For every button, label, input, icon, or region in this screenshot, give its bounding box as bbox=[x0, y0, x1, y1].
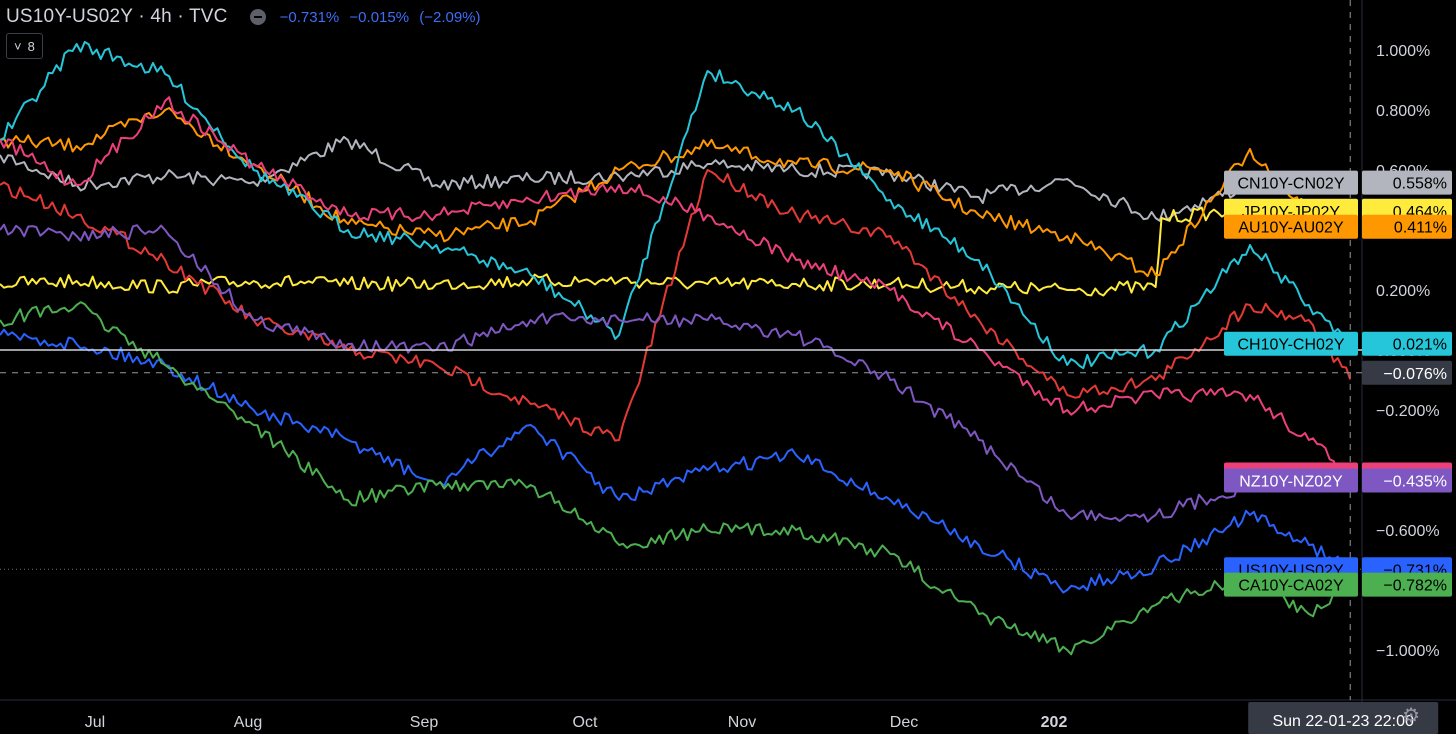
crosshair-time-label: Sun 22-01-23 22:00 bbox=[1272, 713, 1414, 730]
crosshair-time-box bbox=[1248, 702, 1439, 734]
series-line-ch10y-ch02y bbox=[0, 41, 1351, 370]
chart-header: US10Y-US02Y · 4h · TVC −0.731% −0.015% (… bbox=[6, 4, 487, 30]
series-value: 0.021% bbox=[1393, 337, 1447, 354]
x-tick-label: 202 bbox=[1041, 714, 1068, 731]
indicator-count: 8 bbox=[27, 38, 35, 54]
crosshair-price-box bbox=[1362, 360, 1452, 385]
series-line-jp10y-jp02y bbox=[0, 198, 1351, 297]
crosshair-price-label: −0.076% bbox=[1383, 366, 1447, 383]
header-value: −0.731% bbox=[279, 8, 340, 26]
series-value-box bbox=[1362, 468, 1452, 493]
series-name-box bbox=[1224, 331, 1358, 356]
series-name: NZ10Y-NZ02Y bbox=[1239, 474, 1343, 491]
x-tick-label: Oct bbox=[573, 714, 598, 731]
y-tick-label: −0.200% bbox=[1376, 403, 1440, 420]
series-name-box bbox=[1224, 214, 1358, 239]
x-tick-label: Jul bbox=[85, 714, 105, 731]
y-tick-label: −1.000% bbox=[1376, 643, 1440, 660]
series-name: AU10Y-AU02Y bbox=[1238, 220, 1344, 237]
y-tick-label: 0.800% bbox=[1376, 103, 1430, 120]
series-value: 0.411% bbox=[1394, 220, 1447, 237]
header-values: −0.731% −0.015% (−2.09%) bbox=[280, 9, 487, 26]
series-label-au10y-au02y[interactable]: AU10Y-AU02Y 0.411% bbox=[1224, 214, 1452, 239]
y-tick-label: 1.000% bbox=[1376, 43, 1430, 60]
series-line-gb10y-gb02y bbox=[0, 169, 1352, 442]
chevron-down-icon: ˅ bbox=[14, 38, 22, 54]
header-change: −0.015% bbox=[349, 8, 410, 26]
series-value-box bbox=[1362, 170, 1452, 195]
series-label-ca10y-ca02y[interactable]: CA10Y-CA02Y −0.782% bbox=[1224, 572, 1452, 597]
series-name-box bbox=[1224, 170, 1358, 195]
header-change-pct: (−2.09%) bbox=[419, 8, 481, 26]
series-line-cn10y-cn02y bbox=[0, 135, 1351, 222]
series-line-de10y-de02y bbox=[0, 96, 1352, 476]
x-tick-label: Nov bbox=[728, 714, 756, 731]
symbol-title[interactable]: US10Y-US02Y · 4h · TVC bbox=[6, 6, 228, 27]
gear-icon[interactable]: ⚙ bbox=[1402, 705, 1420, 727]
series-name: CH10Y-CH02Y bbox=[1237, 337, 1344, 354]
series-line-us10y-us02y bbox=[0, 328, 1351, 594]
collapse-indicators-button[interactable]: ˅ 8 bbox=[6, 33, 43, 59]
series-value: −0.435% bbox=[1383, 474, 1447, 491]
series-label-nz10y-nz02y[interactable]: NZ10Y-NZ02Y −0.435% bbox=[1224, 468, 1452, 493]
series-value: −0.782% bbox=[1383, 578, 1447, 595]
series-name-box bbox=[1224, 468, 1358, 493]
x-tick-label: Dec bbox=[890, 714, 918, 731]
series-value-box bbox=[1362, 331, 1452, 356]
series-value-box bbox=[1362, 572, 1452, 597]
series-value-box bbox=[1362, 214, 1452, 239]
series-value: 0.558% bbox=[1393, 176, 1447, 193]
x-tick-label: Sep bbox=[410, 714, 439, 731]
y-tick-label: 0.200% bbox=[1376, 283, 1430, 300]
series-label-ch10y-ch02y[interactable]: CH10Y-CH02Y 0.021% bbox=[1224, 331, 1452, 356]
x-tick-label: Aug bbox=[234, 714, 262, 731]
series-label-cn10y-cn02y[interactable]: CN10Y-CN02Y 0.558% bbox=[1224, 170, 1452, 195]
y-tick-label: −0.600% bbox=[1376, 523, 1440, 540]
series-name-box bbox=[1224, 572, 1358, 597]
series-name: CA10Y-CA02Y bbox=[1238, 578, 1344, 595]
hide-series-icon[interactable] bbox=[249, 9, 266, 25]
series-line-nz10y-nz02y bbox=[0, 223, 1351, 523]
series-name: CN10Y-CN02Y bbox=[1237, 176, 1344, 193]
series-line-ca10y-ca02y bbox=[0, 301, 1351, 656]
